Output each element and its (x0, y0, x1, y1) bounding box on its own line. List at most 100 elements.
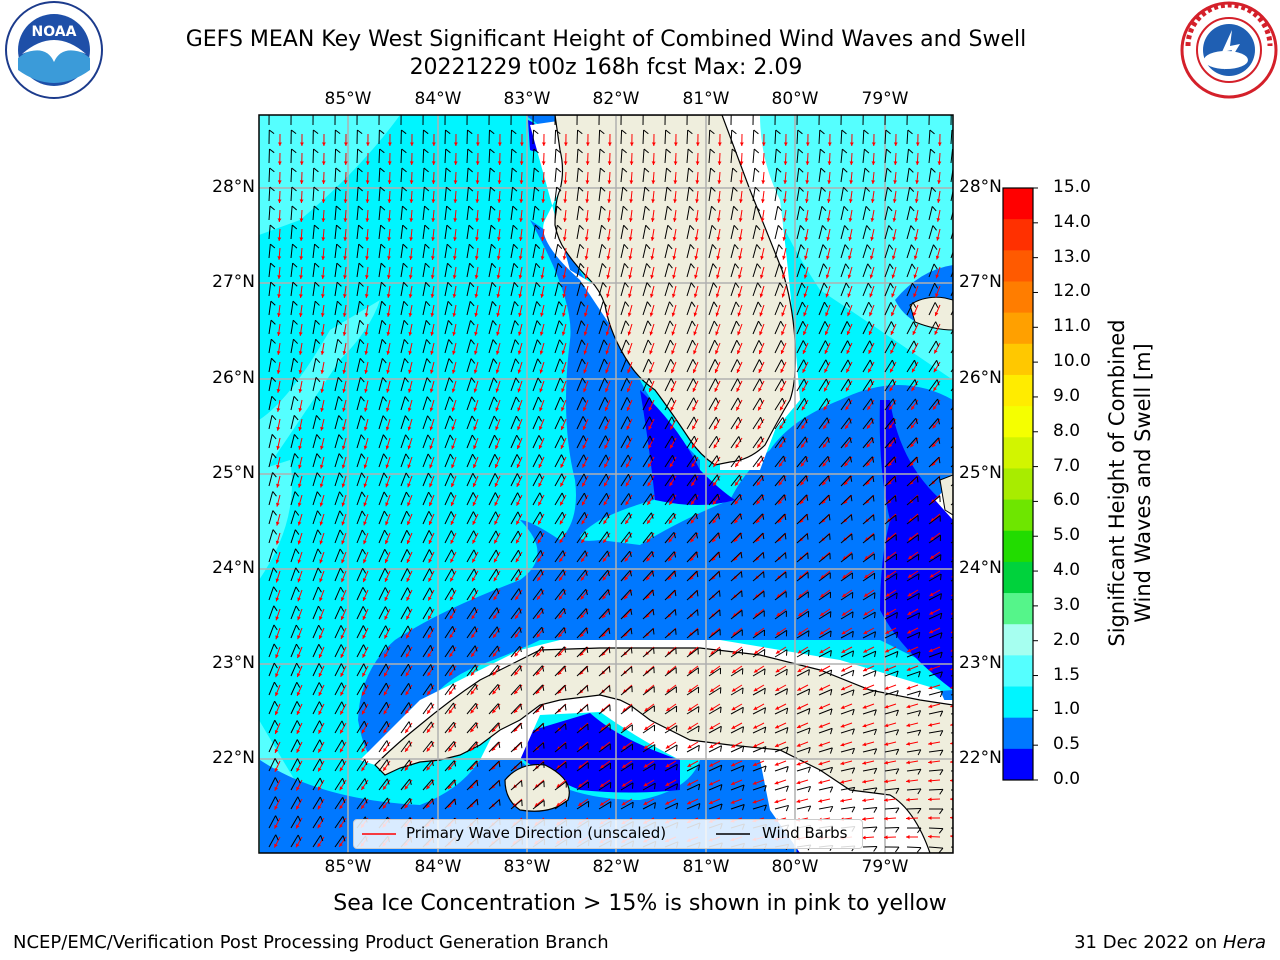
wind-barb-flag (872, 475, 875, 483)
wind-barb-flag (830, 650, 832, 657)
wind-barb-flag (385, 644, 389, 651)
wind-barb-flag (624, 301, 630, 307)
wind-barb (290, 815, 299, 829)
wind-barb (708, 803, 723, 810)
wind-barb-flag (675, 628, 677, 635)
wave-direction-arrowhead (863, 611, 868, 616)
wind-barb-flag (806, 533, 809, 540)
wind-barb-flag (669, 301, 674, 307)
wind-barb (488, 168, 491, 183)
wind-barb (598, 397, 606, 411)
wave-direction-arrowhead (796, 743, 801, 747)
wind-barb-flag (292, 243, 298, 249)
wind-barb-flag (631, 782, 634, 789)
wave-direction-arrowhead (298, 332, 303, 336)
wave-direction-arrowhead (494, 501, 499, 506)
wind-barb (730, 706, 744, 715)
wave-direction-arrowhead (448, 747, 453, 752)
wind-barb (774, 282, 781, 297)
wind-barb-flag (895, 592, 898, 599)
wind-barb-flag (697, 725, 700, 732)
wind-barb-flag (498, 741, 501, 748)
wind-barb (950, 309, 953, 316)
wave-direction-arrow (957, 305, 962, 316)
wave-direction-arrowhead (516, 482, 521, 487)
wind-barb (752, 417, 762, 430)
wave-direction-arrowhead (275, 692, 279, 697)
wind-barb (290, 605, 297, 620)
wave-direction-arrowhead (518, 237, 523, 241)
wind-barb (532, 723, 544, 734)
wind-barb-flag (627, 416, 631, 423)
wind-barb-flag (696, 551, 699, 558)
wave-direction-arrowhead (800, 481, 805, 486)
wind-barb-flag (404, 358, 409, 364)
wind-barb-flag (712, 263, 717, 269)
wind-barb-flag (785, 649, 788, 656)
wave-direction-arrowhead (932, 405, 937, 410)
wind-barb-flag (361, 510, 366, 517)
wind-barb-flag (534, 205, 540, 211)
wind-barb-flag (379, 167, 385, 173)
wind-barb-flag (758, 359, 763, 366)
wind-barb (620, 301, 626, 316)
wind-barb-flag (688, 186, 694, 192)
wave-direction-arrowhead (537, 539, 542, 544)
wave-direction-arrowhead (582, 407, 587, 412)
wind-barb (268, 434, 273, 449)
wind-barb-flag (290, 129, 297, 135)
wave-direction-arrowhead (826, 218, 831, 222)
wind-barb-flag (822, 244, 828, 250)
wind-barb (356, 187, 359, 202)
wind-barb-flag (734, 244, 739, 250)
wave-direction-arrowhead (820, 593, 825, 598)
wind-barb (862, 670, 877, 677)
wave-direction-arrowhead (869, 312, 873, 317)
wind-barb-flag (557, 263, 563, 269)
wind-barb (312, 301, 316, 316)
wind-barb (532, 569, 542, 582)
wind-barb-flag (962, 711, 965, 716)
wave-direction-arrowhead (298, 464, 302, 469)
wind-barb (752, 726, 766, 734)
wind-barb (884, 282, 891, 297)
wind-barb-flag (295, 548, 300, 554)
wave-direction-arrowhead (452, 294, 457, 298)
wind-barb (576, 512, 586, 525)
wind-barb-flag (471, 396, 476, 403)
wind-barb (862, 728, 877, 734)
wave-direction-arrowhead (339, 767, 344, 772)
wind-barb-flag (273, 681, 278, 688)
wave-direction-arrowhead (783, 142, 788, 146)
wave-direction-arrowhead (295, 843, 300, 848)
wind-barb (400, 339, 405, 354)
wind-barb-flag (711, 205, 717, 211)
wind-barb (422, 282, 427, 297)
wind-barb-flag (494, 492, 499, 499)
wind-barb (268, 739, 276, 753)
wind-barb-flag (672, 474, 676, 481)
wind-barb (444, 377, 450, 392)
wind-barb (950, 129, 953, 145)
wave-direction-arrowhead (296, 824, 300, 829)
wave-direction-arrowhead (960, 142, 964, 146)
wind-barb (334, 358, 339, 373)
wave-direction-arrowhead (344, 142, 348, 146)
wind-barb (356, 148, 359, 164)
wind-barb-flag (692, 378, 697, 385)
wind-barb (334, 167, 337, 183)
wind-barb-flag (514, 301, 519, 307)
wave-direction-arrow (952, 520, 953, 522)
wind-barb-flag (652, 628, 655, 635)
wave-direction-arrowhead (826, 236, 831, 241)
wind-barb (642, 724, 655, 734)
wave-direction-arrowhead (472, 483, 477, 488)
wind-barb (532, 206, 536, 221)
wind-barb-flag (848, 398, 852, 405)
wave-direction-arrowhead (516, 463, 521, 468)
wind-barb (488, 683, 499, 696)
wind-barb (422, 664, 432, 677)
wave-direction-arrowhead (277, 180, 282, 184)
wind-barb (268, 624, 275, 639)
wind-barb (730, 149, 733, 164)
